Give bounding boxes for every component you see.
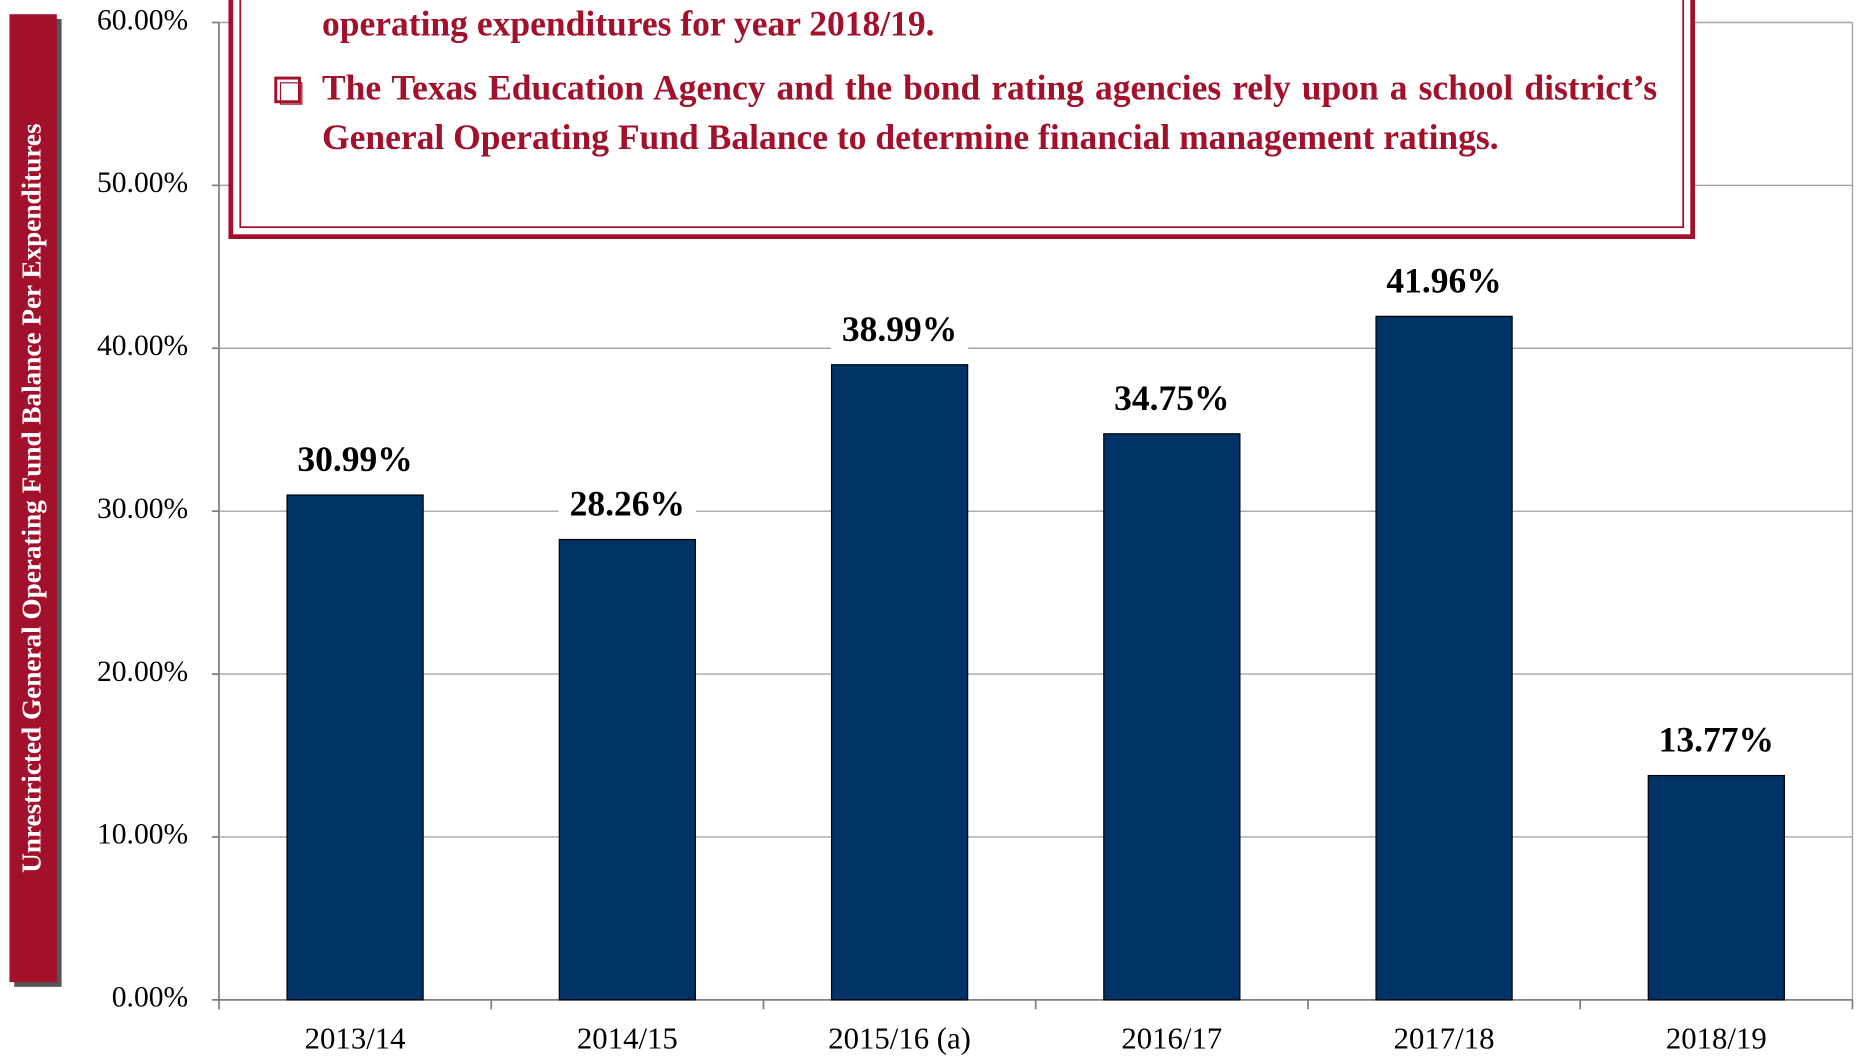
value-label-bg: [558, 485, 696, 528]
x-tick-label: 2016/17: [1121, 1021, 1222, 1055]
value-label: 30.99%: [297, 439, 412, 479]
value-label-bg: [286, 440, 424, 484]
value-label-bg: [1375, 261, 1513, 305]
note-paragraph: The Texas Education Agency and the bond …: [321, 68, 1658, 158]
y-tick-label: 60.00%: [97, 4, 188, 36]
note-line: operating expenditures for year 2018/19.: [321, 4, 935, 44]
y-tick-label: 0.00%: [112, 982, 188, 1014]
y-tick-label: 20.00%: [97, 656, 188, 688]
y-label-box: [9, 14, 57, 983]
value-label: 34.75%: [1114, 378, 1229, 418]
value-label-bg: [1647, 721, 1785, 764]
y-tick-label: 50.00%: [97, 167, 188, 199]
bar: [1103, 433, 1241, 1001]
note: operating expenditures for year 2018/19.…: [322, 0, 1657, 163]
y-axis-label: Unrestricted General Operating Fund Bala…: [17, 123, 47, 872]
y-tick-label: 30.00%: [97, 493, 188, 525]
bar: [558, 538, 696, 1001]
bar: [830, 364, 969, 1001]
bar: [1375, 315, 1513, 1001]
y-tick-label: 10.00%: [97, 819, 188, 851]
x-tick-label: 2017/18: [1394, 1021, 1495, 1055]
note-box-inner: [239, 0, 1685, 229]
value-label-bg: [830, 310, 969, 353]
note-box: [228, 0, 1696, 240]
value-label-bg: [1103, 379, 1241, 422]
bar: [1647, 774, 1785, 1001]
x-tick-label: 2013/14: [305, 1021, 406, 1055]
bar: [286, 494, 424, 1001]
note-text: operating expenditures for year 2018/19.…: [322, 0, 1657, 163]
value-label: 38.99%: [842, 309, 957, 349]
value-label: 13.77%: [1659, 720, 1774, 760]
marks: 2013/14 30.99% 2014/15 28.26% 2015/16 (a) 38.…: [286, 261, 1785, 1055]
x-tick-label: 2014/15: [577, 1021, 678, 1055]
y-tick-label: 40.00%: [97, 330, 188, 362]
grid: 0.00% 10.00% 20.00% 30.00% 40.00% 50.00% 60.00…: [97, 4, 1854, 1014]
x-tick-label: 2015/16 (a): [828, 1021, 971, 1055]
bullet: [274, 76, 301, 104]
value-label: 41.96%: [1386, 261, 1501, 301]
bullet-shadow: [279, 82, 303, 105]
x-tick-label: 2018/19: [1666, 1021, 1767, 1055]
value-label: 28.26%: [570, 484, 685, 524]
